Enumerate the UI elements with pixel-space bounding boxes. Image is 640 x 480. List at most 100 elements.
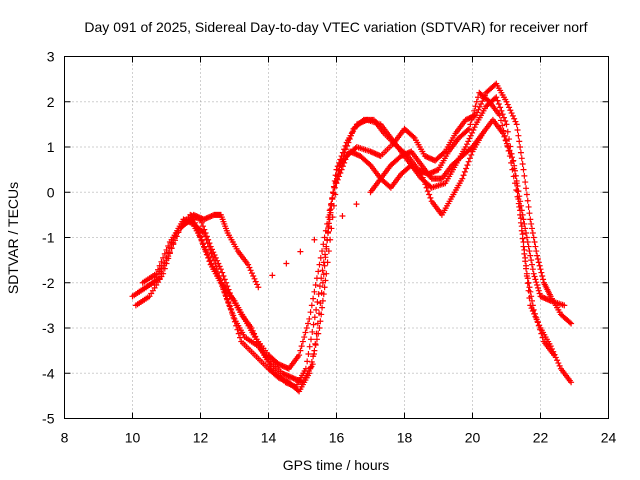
data-point-marker bbox=[533, 314, 540, 321]
data-point-marker bbox=[532, 276, 539, 283]
y-tick-label: -5 bbox=[42, 411, 55, 427]
data-point-marker bbox=[308, 302, 315, 309]
data-point-marker bbox=[523, 262, 530, 269]
data-point-marker bbox=[468, 151, 475, 158]
data-point-marker bbox=[308, 358, 315, 365]
data-point-marker bbox=[509, 112, 516, 119]
data-point-marker bbox=[344, 142, 351, 149]
data-point-marker bbox=[536, 290, 543, 297]
y-tick-labels: -5 -4 -3 -2 -1 0 1 2 3 bbox=[42, 49, 55, 427]
data-point-marker bbox=[297, 248, 304, 255]
data-point-marker bbox=[525, 279, 532, 286]
data-point-marker bbox=[254, 281, 261, 288]
data-point-marker bbox=[302, 329, 309, 336]
y-tick-label: 0 bbox=[47, 184, 55, 200]
data-point-marker bbox=[531, 239, 538, 246]
data-point-marker bbox=[523, 185, 530, 192]
data-point-marker bbox=[505, 144, 512, 150]
data-point-marker bbox=[201, 226, 208, 233]
data-point-marker bbox=[419, 174, 426, 181]
data-point-marker bbox=[479, 98, 486, 105]
data-point-marker bbox=[250, 272, 257, 279]
data-point-marker bbox=[225, 300, 232, 307]
data-point-marker bbox=[219, 269, 226, 276]
data-point-marker bbox=[517, 144, 524, 150]
data-point-marker bbox=[410, 133, 417, 140]
data-point-marker bbox=[515, 188, 522, 195]
data-point-marker bbox=[168, 245, 175, 252]
data-point-marker bbox=[306, 370, 313, 377]
data-point-marker bbox=[297, 347, 304, 354]
data-point-marker bbox=[511, 162, 518, 169]
data-point-marker bbox=[460, 172, 467, 179]
data-point-marker bbox=[517, 149, 524, 156]
data-point-marker bbox=[216, 263, 223, 270]
data-point-marker bbox=[533, 248, 540, 255]
data-point-marker bbox=[229, 310, 236, 317]
data-point-marker bbox=[251, 275, 258, 282]
data-point-marker bbox=[556, 362, 563, 369]
data-point-marker bbox=[526, 284, 533, 291]
data-point-marker bbox=[461, 168, 468, 175]
data-point-marker bbox=[504, 101, 511, 108]
data-point-marker bbox=[427, 194, 434, 201]
data-point-marker bbox=[311, 314, 318, 321]
data-point-marker bbox=[539, 272, 546, 279]
data-point-marker bbox=[424, 188, 431, 195]
data-point-marker bbox=[315, 268, 322, 275]
data-point-marker bbox=[191, 219, 198, 226]
axis-ticks bbox=[64, 56, 609, 419]
data-point-marker bbox=[326, 207, 333, 214]
data-point-marker bbox=[313, 306, 320, 313]
y-tick-label: 1 bbox=[47, 139, 55, 155]
data-point-marker bbox=[533, 279, 540, 286]
data-point-marker bbox=[310, 295, 317, 302]
data-point-marker bbox=[500, 130, 507, 137]
data-point-marker bbox=[536, 262, 543, 269]
data-point-marker bbox=[204, 252, 211, 259]
data-point-marker bbox=[246, 264, 253, 271]
data-point-marker bbox=[551, 352, 558, 359]
data-point-marker bbox=[529, 261, 535, 268]
data-point-marker bbox=[524, 239, 531, 246]
data-point-marker bbox=[296, 352, 303, 359]
data-point-marker bbox=[322, 251, 329, 258]
data-point-marker bbox=[517, 202, 524, 209]
data-point-marker bbox=[342, 146, 349, 153]
data-point-marker bbox=[299, 338, 306, 345]
data-point-marker bbox=[506, 104, 513, 111]
data-point-marker bbox=[530, 306, 537, 313]
data-point-marker bbox=[463, 165, 470, 172]
data-point-marker bbox=[165, 242, 172, 249]
data-point-marker bbox=[530, 234, 537, 241]
data-point-marker bbox=[324, 259, 331, 266]
data-point-marker bbox=[339, 213, 346, 220]
data-point-marker bbox=[525, 203, 532, 210]
data-point-marker bbox=[523, 229, 530, 236]
data-point-marker bbox=[333, 179, 340, 186]
data-point-marker bbox=[512, 167, 518, 174]
data-point-marker bbox=[323, 270, 330, 277]
data-point-marker bbox=[535, 322, 542, 329]
data-point-marker bbox=[283, 260, 290, 267]
y-tick-label: -3 bbox=[42, 320, 55, 336]
data-point-marker bbox=[464, 127, 471, 134]
data-point-marker bbox=[540, 276, 547, 283]
data-point-marker bbox=[160, 254, 167, 261]
series-track-2 bbox=[132, 89, 558, 390]
data-point-marker bbox=[517, 198, 524, 205]
x-tick-label: 20 bbox=[465, 430, 481, 446]
data-point-marker bbox=[306, 343, 313, 350]
data-point-marker bbox=[529, 266, 536, 273]
data-point-marker bbox=[539, 334, 546, 341]
data-point-marker bbox=[502, 137, 509, 144]
data-point-marker bbox=[206, 254, 212, 261]
data-point-marker bbox=[209, 263, 216, 270]
data-point-marker bbox=[521, 172, 528, 179]
data-point-marker bbox=[568, 320, 575, 327]
data-point-marker bbox=[211, 252, 218, 259]
data-point-marker bbox=[310, 353, 317, 360]
data-point-marker bbox=[528, 293, 535, 300]
data-point-marker bbox=[317, 254, 324, 261]
data-point-marker bbox=[466, 135, 473, 142]
